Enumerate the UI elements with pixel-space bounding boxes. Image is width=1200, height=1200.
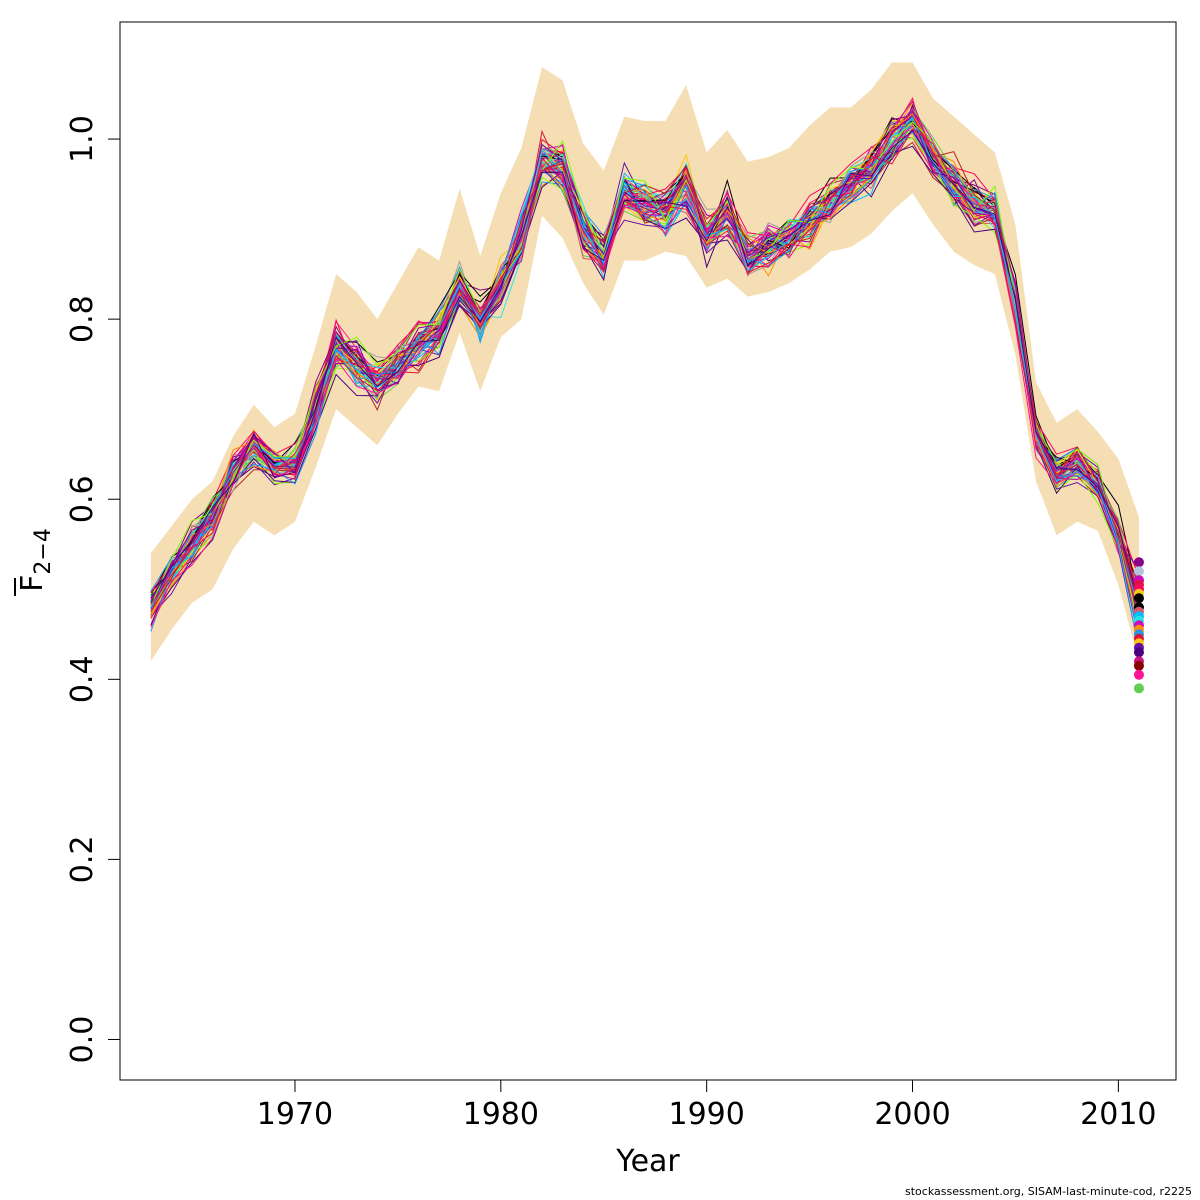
y-axis: 0.0 0.2 0.4 0.6 0.8 1.0	[65, 115, 121, 1064]
final-year-point	[1133, 647, 1144, 658]
simulation-line	[150, 145, 1140, 619]
x-tick-label: 2010	[1080, 1097, 1156, 1132]
x-tick-label: 1970	[257, 1097, 333, 1132]
y-tick-label: 0.2	[65, 836, 100, 884]
simulation-line	[150, 120, 1140, 622]
x-tick-label: 1990	[668, 1097, 744, 1132]
final-year-point	[1133, 557, 1144, 568]
final-year-point	[1133, 669, 1144, 680]
simulation-line	[150, 100, 1140, 619]
svg-text:F2−4: F2−4	[15, 528, 56, 592]
y-axis-title: F2−4	[14, 528, 56, 596]
x-axis: 1970 1980 1990 2000 2010	[257, 1079, 1157, 1132]
y-tick-label: 0.6	[65, 475, 100, 523]
y-tick-label: 0.4	[65, 655, 100, 703]
simulation-line	[150, 124, 1140, 628]
simulation-line	[150, 114, 1140, 612]
simulation-line	[150, 128, 1140, 605]
y-tick-label: 0.8	[65, 295, 100, 343]
simulation-line	[150, 115, 1140, 609]
final-year-point	[1133, 593, 1144, 604]
series-layer	[150, 97, 1140, 650]
final-year-point	[1133, 566, 1144, 577]
y-tick-label: 0.0	[65, 1016, 100, 1064]
final-points-layer	[1133, 557, 1144, 694]
x-tick-label: 1980	[463, 1097, 539, 1132]
final-year-point	[1133, 660, 1144, 671]
simulation-line	[150, 130, 1140, 632]
simulation-line	[150, 129, 1140, 604]
y-axis-title-subscript: 2−4	[31, 528, 56, 574]
x-axis-title: Year	[615, 1144, 680, 1179]
final-year-point	[1133, 683, 1144, 694]
simulation-line	[150, 121, 1140, 628]
y-axis-title-main: F	[15, 575, 50, 592]
x-tick-label: 2000	[874, 1097, 950, 1132]
y-tick-label: 1.0	[65, 115, 100, 163]
footer-credit: stockassessment.org, SISAM-last-minute-c…	[905, 1185, 1192, 1198]
